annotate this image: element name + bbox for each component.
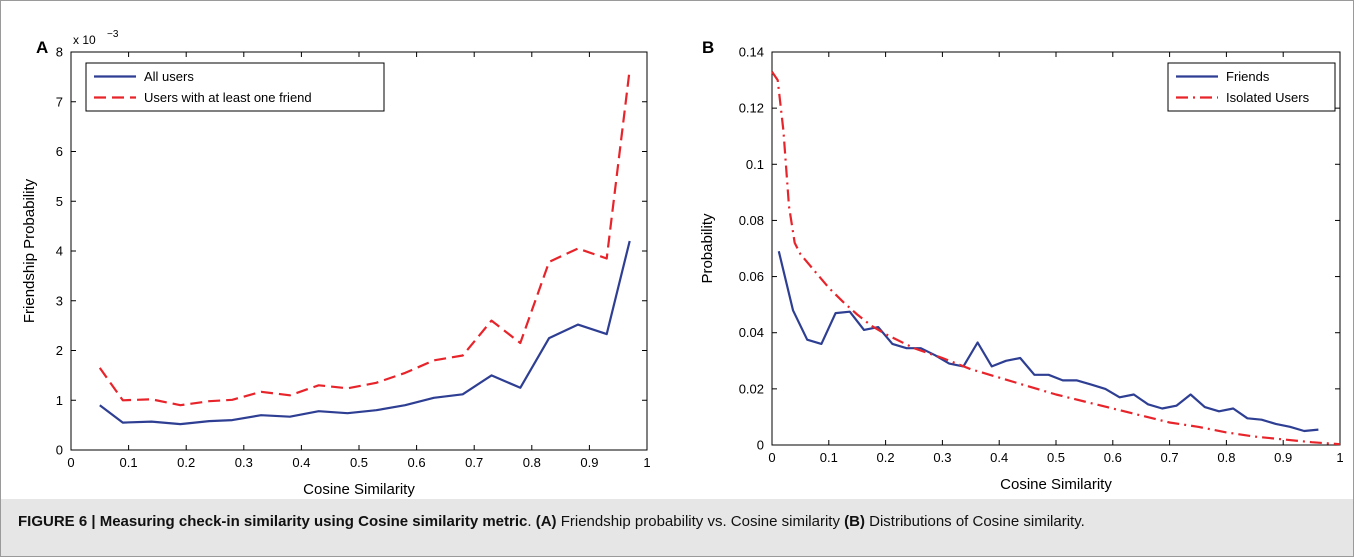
panel-a-y-tick-label: 0 bbox=[56, 443, 63, 458]
caption-b-text: Distributions of Cosine similarity. bbox=[864, 513, 1085, 530]
panel-b-x-tick-label: 0.3 bbox=[933, 450, 951, 465]
panel-b-x-tick-label: 0.1 bbox=[820, 450, 838, 465]
panel-a-x-tick-label: 0.4 bbox=[292, 455, 310, 470]
panel-a-y-tick-label: 4 bbox=[56, 244, 63, 259]
panel-b-y-axis-label: Probability bbox=[699, 213, 716, 284]
panel-a-y-exponent: x 10 bbox=[73, 33, 96, 47]
panel-b-x-tick-label: 0.6 bbox=[1104, 450, 1122, 465]
panel-a-x-tick-label: 0 bbox=[67, 455, 74, 470]
panel-b-legend bbox=[1167, 62, 1336, 112]
panel-b-legend-label: Isolated Users bbox=[1226, 90, 1310, 105]
chart-panel-a: 0 0.1 0.2 0.3 0.4 0.5 0.6 0.7 0.8 0.9 1 0 1 2 3 4 5 6 7 8 Co… bbox=[21, 29, 651, 498]
caption-a-tag: (A) bbox=[535, 513, 557, 530]
panel-a-legend bbox=[85, 62, 385, 112]
panel-a-x-tick-label: 0.3 bbox=[235, 455, 253, 470]
panel-a-y-tick-label: 2 bbox=[56, 343, 63, 358]
caption-b-tag: (B) bbox=[844, 513, 865, 530]
panel-a-y-tick-label: 7 bbox=[56, 94, 63, 109]
panel-a-y-tick-label: 6 bbox=[56, 144, 63, 159]
panel-b-letter: B bbox=[702, 38, 715, 57]
panel-a-series-users-with-at-least-one-friend bbox=[98, 69, 631, 407]
caption-label: FIGURE 6 | Measuring check-in similarity… bbox=[18, 513, 528, 530]
panel-a-y-exponent-power: −3 bbox=[107, 29, 119, 40]
panel-a-y-axis-label: Friendship Probability bbox=[21, 178, 38, 323]
panel-b-x-tick-label: 0 bbox=[768, 450, 775, 465]
panel-b-series-friends bbox=[777, 251, 1319, 433]
panel-b-x-axis-label: Cosine Similarity bbox=[1000, 476, 1112, 493]
panel-a-x-tick-label: 1 bbox=[643, 455, 650, 470]
panel-b-x-tick-label: 0.4 bbox=[990, 450, 1008, 465]
panel-b-x-tick-label: 0.8 bbox=[1217, 450, 1235, 465]
panel-a-x-tick-label: 0.9 bbox=[580, 455, 598, 470]
figure-caption: FIGURE 6 | Measuring check-in similarity… bbox=[18, 513, 1085, 530]
panel-a-series-all-users bbox=[99, 240, 631, 426]
panel-b-plot-area bbox=[771, 51, 1341, 446]
panel-b-y-tick-label: 0.02 bbox=[739, 381, 764, 396]
panel-a-x-tick-label: 0.1 bbox=[120, 455, 138, 470]
panel-b-y-tick-label: 0.1 bbox=[746, 157, 764, 172]
panel-b-x-tick-label: 1 bbox=[1336, 450, 1343, 465]
panel-b-y-tick-label: 0.04 bbox=[739, 325, 764, 340]
panel-a-x-tick-label: 0.7 bbox=[465, 455, 483, 470]
panel-a-x-tick-label: 0.2 bbox=[177, 455, 195, 470]
panel-b-y-tick-label: 0 bbox=[757, 438, 764, 453]
caption-a-text: Friendship probability vs. Cosine simila… bbox=[556, 513, 845, 530]
chart-panel-b: 0 0.1 0.2 0.3 0.4 0.5 0.6 0.7 0.8 0.9 1 0 0.02 0.04 0.… bbox=[699, 45, 1344, 494]
panel-a-y-tick-label: 3 bbox=[56, 293, 63, 308]
panel-a-x-axis-label: Cosine Similarity bbox=[303, 481, 415, 498]
panel-a-x-tick-label: 0.8 bbox=[523, 455, 541, 470]
panel-a-y-tick-label: 1 bbox=[56, 393, 63, 408]
panel-a-letter: A bbox=[36, 38, 49, 57]
caption-band bbox=[1, 499, 1353, 556]
panel-b-x-tick-label: 0.2 bbox=[877, 450, 895, 465]
panel-b-y-tick-label: 0.08 bbox=[739, 213, 764, 228]
panel-a-y-tick-label: 8 bbox=[56, 45, 63, 60]
panel-b-y-tick-label: 0.14 bbox=[739, 45, 764, 60]
panel-b-x-tick-label: 0.5 bbox=[1047, 450, 1065, 465]
panel-b-y-tick-label: 0.12 bbox=[739, 101, 764, 116]
panel-b-x-tick-label: 0.9 bbox=[1274, 450, 1292, 465]
panel-b-y-tick-label: 0.06 bbox=[739, 269, 764, 284]
panel-b-legend-label: Friends bbox=[1226, 69, 1270, 84]
caption-separator: . bbox=[527, 513, 536, 530]
panel-b-x-tick-label: 0.7 bbox=[1161, 450, 1179, 465]
panel-a-legend-label: All users bbox=[144, 69, 194, 84]
panel-a-x-tick-label: 0.6 bbox=[408, 455, 426, 470]
panel-a-legend-label: Users with at least one friend bbox=[144, 90, 312, 105]
panel-a-x-tick-label: 0.5 bbox=[350, 455, 368, 470]
panel-a-y-tick-label: 5 bbox=[56, 194, 63, 209]
